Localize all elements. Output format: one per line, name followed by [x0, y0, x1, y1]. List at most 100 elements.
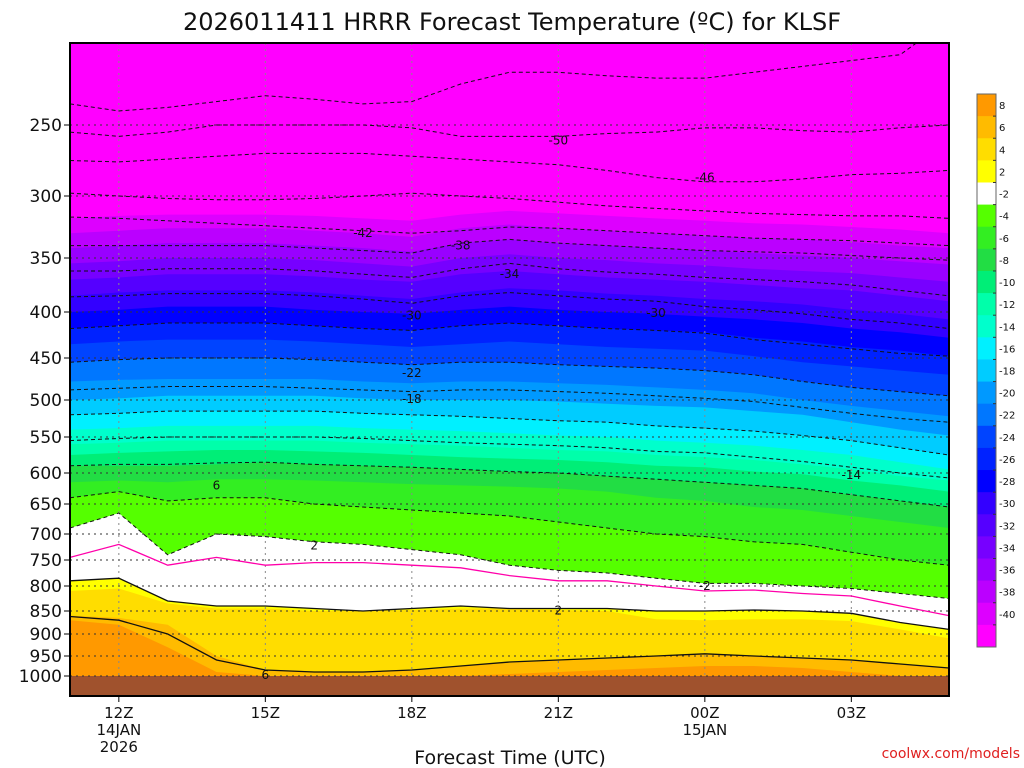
- y-tick-label: 900: [30, 625, 62, 645]
- colorbar-label: 6: [999, 123, 1005, 134]
- colorbar-label: -24: [999, 433, 1015, 444]
- colorbar-swatch: [977, 337, 996, 360]
- isotherm-line: [70, 43, 918, 112]
- colorbar-label: 8: [999, 101, 1005, 112]
- grid-lines: [70, 43, 949, 677]
- temperature-band: [70, 43, 949, 234]
- colorbar-label: -18: [999, 367, 1015, 378]
- colorbar-swatch: [977, 226, 996, 250]
- x-tick-label: 15Z: [251, 704, 280, 722]
- isotherm-line: [70, 491, 949, 566]
- x-tick-label: 14JAN: [96, 721, 141, 739]
- colorbar-label: -32: [999, 521, 1015, 532]
- y-tick-label: 300: [30, 187, 62, 207]
- colorbar-swatch: [977, 359, 996, 383]
- contour-label: -38: [451, 239, 471, 253]
- contour-label: 2: [555, 604, 563, 618]
- colorbar-label: -12: [999, 300, 1015, 311]
- contour-label: -30: [402, 309, 422, 323]
- colorbar-swatch: [977, 425, 996, 449]
- contour-label: 2: [310, 538, 318, 552]
- colorbar-swatch: [977, 204, 996, 228]
- y-tick-label: 800: [30, 577, 62, 597]
- contour-label: -42: [353, 226, 373, 240]
- y-tick-label: 600: [30, 464, 62, 484]
- y-tick-label: 500: [30, 391, 62, 411]
- contour-lines: [70, 43, 949, 673]
- colorbar-swatch: [977, 492, 996, 515]
- contour-label: -14: [842, 468, 862, 482]
- colorbar-swatch: [977, 94, 996, 117]
- contour-label: -30: [646, 306, 666, 320]
- colorbar-label: -40: [999, 610, 1015, 621]
- colorbar-label: -4: [999, 212, 1009, 223]
- colorbar-swatch: [977, 138, 996, 161]
- y-tick-label: 1000: [19, 667, 62, 687]
- colorbar-swatch: [977, 580, 996, 604]
- credit-link[interactable]: coolwx.com/models: [882, 746, 1020, 762]
- colorbar-swatch: [977, 470, 996, 493]
- colorbar-swatch: [977, 293, 996, 316]
- y-tick-label: 350: [30, 249, 62, 269]
- contour-label: 6: [213, 478, 221, 492]
- y-tick-label: 950: [30, 647, 62, 667]
- freezing-line: [70, 543, 949, 617]
- isotherm-line: [70, 577, 949, 631]
- colorbar-swatch: [977, 381, 996, 405]
- contour-label: -34: [500, 267, 520, 281]
- contour-label: 6: [262, 668, 270, 682]
- colorbar-swatch: [977, 536, 996, 560]
- x-tick-label: 15JAN: [682, 721, 727, 739]
- colorbar-label: -20: [999, 389, 1015, 400]
- y-tick-label: 650: [30, 495, 62, 515]
- x-tick-label: 2026: [100, 738, 138, 756]
- colorbar-swatch: [977, 270, 996, 294]
- isotherm-line: [70, 512, 949, 599]
- colorbar: 8 6 4 2 -2 -4 -6 -8 -10 -12 -14 -16 -18 -20 -22 -24 -26 -…: [976, 93, 1015, 648]
- y-tick-label: 400: [30, 303, 62, 323]
- colorbar-swatch: [977, 624, 996, 648]
- colorbar-swatch: [977, 116, 996, 139]
- temperature-bands: [70, 43, 949, 696]
- y-tick-label: 850: [30, 602, 62, 622]
- contour-label: -18: [402, 392, 422, 406]
- contour-label: -22: [402, 366, 422, 380]
- colorbar-label: -28: [999, 477, 1015, 488]
- colorbar-label: -36: [999, 566, 1015, 577]
- colorbar-label: -38: [999, 588, 1015, 599]
- colorbar-label: -8: [999, 256, 1009, 267]
- colorbar-swatch: [977, 182, 996, 206]
- colorbar-label: 2: [999, 167, 1005, 178]
- colorbar-swatch: [977, 315, 996, 338]
- colorbar-frame: [976, 93, 997, 648]
- colorbar-label: -10: [999, 278, 1015, 289]
- x-tick-label: 21Z: [544, 704, 573, 722]
- x-tick-label: 03Z: [837, 704, 866, 722]
- colorbar-swatch: [977, 558, 996, 582]
- contour-label: -50: [549, 134, 569, 148]
- chart-title: 2026011411 HRRR Forecast Temperature (ºC…: [183, 8, 841, 36]
- contour-label: -46: [695, 171, 715, 185]
- colorbar-label: 4: [999, 145, 1005, 156]
- colorbar-swatch: [977, 602, 996, 626]
- x-tick-label: 12Z: [104, 704, 133, 722]
- colorbar-label: -14: [999, 322, 1015, 333]
- colorbar-label: -16: [999, 344, 1015, 355]
- ground-below-surface: [70, 676, 949, 696]
- colorbar-label: -30: [999, 499, 1015, 510]
- isotherm-line: [70, 124, 949, 137]
- y-axis: 250 300 350 400 450 500 550 600 650 700 750 800 850 9…: [19, 116, 70, 687]
- colorbar-swatch: [977, 447, 996, 471]
- x-axis-label: Forecast Time (UTC): [414, 747, 605, 768]
- y-tick-label: 450: [30, 349, 62, 369]
- ground-layer: [70, 676, 949, 696]
- colorbar-swatch: [977, 160, 996, 183]
- colorbar-swatch: [977, 514, 996, 537]
- colorbar-label: -2: [999, 190, 1009, 201]
- y-tick-label: 250: [30, 116, 62, 136]
- colorbar-label: -34: [999, 543, 1015, 554]
- y-tick-label: 550: [30, 428, 62, 448]
- contour-label: -2: [699, 579, 711, 593]
- colorbar-label: -26: [999, 455, 1015, 466]
